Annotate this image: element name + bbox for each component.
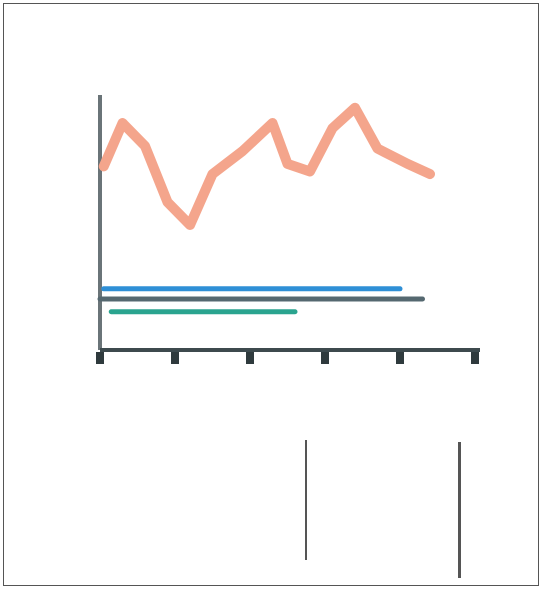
series-layer [97, 102, 435, 315]
table-cell [176, 440, 232, 480]
table-cell [436, 440, 492, 480]
x-tick-mark [471, 352, 479, 364]
table-cell [176, 480, 232, 520]
table-cell [380, 480, 436, 520]
x-tick-mark [396, 352, 404, 364]
x-tick-mark [321, 352, 329, 364]
table-cell [120, 440, 176, 480]
table-cell [380, 520, 436, 560]
table-cell [324, 480, 380, 520]
table-cell [232, 480, 288, 520]
table-cell [324, 520, 380, 560]
table-cell [232, 440, 288, 480]
x-tick-mark [96, 352, 104, 364]
table-cell [232, 520, 288, 560]
table-cell [176, 520, 232, 560]
table-cell [380, 440, 436, 480]
table-cell [324, 440, 380, 480]
ticks [96, 352, 479, 364]
x-tick-mark [171, 352, 179, 364]
axes [98, 95, 480, 352]
series-line-0 [98, 102, 435, 231]
table-cell [120, 480, 176, 520]
figure-frame [3, 3, 539, 586]
table-separator [305, 520, 307, 560]
table-separator [305, 480, 307, 520]
table-right-border [458, 442, 461, 578]
data-table [120, 440, 492, 560]
x-tick-mark [246, 352, 254, 364]
table-cell [436, 520, 492, 560]
table-separator [305, 440, 307, 480]
table-cell [436, 480, 492, 520]
table-cell [120, 520, 176, 560]
